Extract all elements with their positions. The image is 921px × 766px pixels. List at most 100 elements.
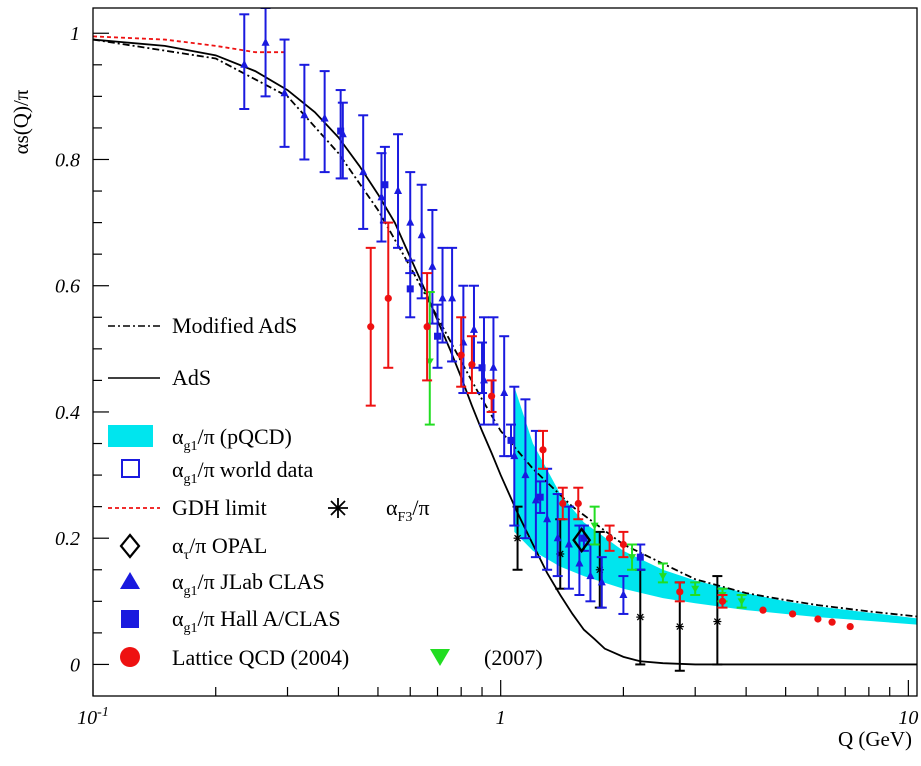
f3-point: [675, 622, 684, 631]
y-tick-label: 1: [70, 23, 80, 45]
lattice2007-point: [691, 585, 700, 593]
legend-clas-label: αg1/π JLab CLAS: [172, 569, 325, 599]
clas-point: [489, 362, 498, 371]
halla-point: [507, 436, 515, 444]
legend-world-data-label: αg1/π world data: [172, 457, 313, 487]
lattice-point: [788, 610, 797, 618]
f3-point: [713, 617, 722, 626]
curve-ads: [93, 38, 917, 666]
f3-point: [636, 613, 645, 622]
lattice-point: [367, 323, 375, 331]
opal-point: [572, 527, 592, 554]
y-tick-label: 0.8: [55, 149, 80, 171]
lattice-point: [718, 597, 727, 605]
clas-point: [320, 113, 329, 122]
clas-point: [586, 571, 595, 580]
clas-point: [428, 261, 437, 270]
legend-modified-ads-label: Modified AdS: [172, 313, 297, 338]
curve-layer: [93, 35, 917, 666]
lattice-point: [384, 294, 392, 302]
clas-point: [564, 539, 573, 548]
halla-point: [337, 127, 345, 135]
clas-point: [261, 37, 270, 46]
legend-lattice2004-marker: [120, 647, 140, 667]
halla-point: [406, 285, 414, 293]
y-tick-label: 0.6: [55, 276, 80, 298]
halla-point: [580, 534, 588, 542]
pqcd-band: [514, 386, 917, 625]
y-axis-title: αs(Q)/π: [9, 89, 33, 154]
clas-point: [240, 59, 249, 68]
lattice-point: [606, 534, 614, 542]
clas-point: [394, 186, 403, 195]
lattice-point: [814, 615, 822, 623]
clas-point: [280, 88, 289, 97]
lattice-point: [828, 618, 836, 626]
clas-point: [619, 590, 628, 599]
clas-point: [438, 293, 447, 302]
y-tick-label: 0.2: [55, 528, 80, 550]
pqcd-band-layer: [514, 386, 917, 625]
lattice-point: [457, 351, 465, 359]
lattice-point: [619, 540, 628, 549]
x-tick-label: 10: [898, 707, 918, 729]
x-tick-label: 10-1: [77, 705, 109, 729]
x-axis-title: Q (GeV): [838, 727, 912, 751]
lattice-point: [468, 361, 476, 369]
clas-point: [448, 293, 457, 302]
clas-point: [417, 230, 426, 239]
legend-clas-marker: [120, 572, 140, 589]
lattice2007-point: [658, 573, 667, 581]
legend-opal-label: ατ/π OPAL: [172, 533, 267, 563]
lattice-point: [759, 606, 767, 614]
legend-pqcd-swatch: [108, 425, 153, 447]
clas-point: [575, 558, 584, 567]
clas-point: [543, 514, 552, 523]
lattice-point: [487, 392, 496, 400]
legend: Modified AdS AdS αg1/π (pQCD) αg1/π world …: [108, 313, 543, 670]
legend-halla-label: αg1/π Hall A/CLAS: [172, 606, 341, 636]
clas-point: [553, 533, 562, 542]
lattice2007-point: [628, 554, 637, 562]
clas-point: [597, 577, 606, 586]
legend-lattice2007-label: (2007): [484, 645, 543, 670]
legend-halla-marker: [121, 610, 139, 628]
axis-ticks: 10-1 1 10 0 0.2 0.4 0.6 0.8 1: [55, 23, 918, 729]
clas-point: [300, 110, 309, 119]
legend-f3-label: αF3/π: [386, 495, 430, 525]
lattice2007-point: [737, 598, 746, 606]
legend-lattice2007-marker: [430, 649, 450, 666]
clas-point: [469, 324, 478, 333]
points-layer: [239, 8, 854, 672]
halla-point: [434, 332, 442, 340]
halla-point: [478, 364, 486, 372]
halla-point: [636, 553, 644, 561]
halla-point: [381, 181, 389, 189]
lattice-point: [559, 499, 567, 508]
y-tick-label: 0.4: [55, 402, 80, 424]
lattice-point: [423, 323, 431, 331]
lattice-point: [539, 446, 547, 454]
legend-lattice2004-label: Lattice QCD (2004): [172, 645, 349, 670]
curve-modified-ads: [93, 38, 917, 618]
halla-point: [536, 493, 544, 501]
lattice-point: [846, 622, 854, 631]
lattice-point: [676, 588, 684, 596]
lattice-point: [574, 499, 582, 508]
x-tick-label: 1: [496, 707, 506, 729]
f3-point: [513, 534, 522, 543]
clas-point: [377, 192, 386, 201]
clas-point: [521, 470, 530, 479]
legend-gdh-label: GDH limit: [172, 495, 267, 520]
y-tick-label: 0: [70, 654, 80, 676]
legend-world-data-marker: [121, 459, 140, 478]
clas-point: [359, 167, 368, 176]
legend-ads-label: AdS: [172, 365, 211, 390]
legend-f3-marker: [328, 498, 348, 518]
legend-pqcd-label: αg1/π (pQCD): [172, 424, 292, 454]
legend-opal-marker: [119, 533, 141, 559]
clas-point: [500, 388, 509, 397]
plot-frame: [92, 7, 918, 697]
clas-point: [531, 495, 540, 504]
